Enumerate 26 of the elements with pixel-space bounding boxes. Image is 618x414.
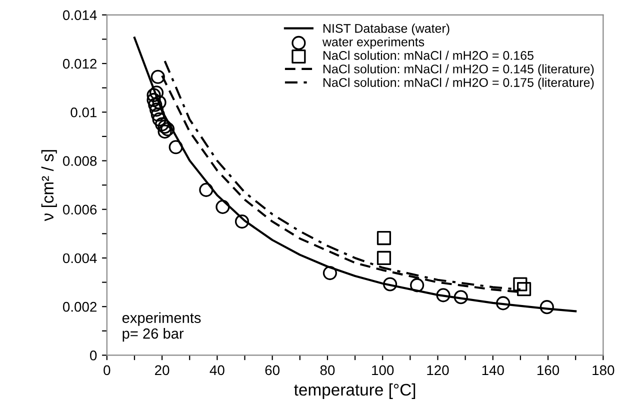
x-tick-label: 20 <box>155 365 170 376</box>
x-tick-label: 100 <box>372 365 394 376</box>
annotation: experiments p= 26 bar <box>122 312 201 342</box>
y-tick-label: 0.014 <box>62 10 97 20</box>
y-tick-label: 0.012 <box>62 58 96 69</box>
x-tick-label: 120 <box>427 365 449 376</box>
legend-label: NaCl solution: mNaCl / mH2O = 0.165 <box>323 50 534 60</box>
x-tick-label: 40 <box>210 365 224 376</box>
x-axis-title: temperature [°C] <box>294 383 416 399</box>
x-tick-label: 140 <box>482 365 504 376</box>
legend-label: NaCl solution: mNaCl / mH2O = 0.175 (literature) <box>323 78 594 90</box>
y-tick-label: 0 <box>90 350 97 360</box>
legend-label: water experiments <box>322 37 424 49</box>
legend-label: NIST Database (water) <box>323 24 450 36</box>
x-tick-label: 160 <box>538 365 560 376</box>
x-tick-label: 80 <box>320 365 335 376</box>
x-tick-label: 60 <box>265 365 280 376</box>
y-tick-label: 0.01 <box>70 107 97 118</box>
y-tick-label: 0.004 <box>62 253 97 264</box>
x-tick-label: 0 <box>104 365 110 376</box>
y-tick-label: 0.008 <box>62 156 97 166</box>
legend-label: NaCl solution: mNaCl / mH2O = 0.145 (literature) <box>323 64 594 76</box>
y-tick-label: 0.006 <box>62 204 97 215</box>
y-axis-title: ν [cm² / s] <box>41 150 57 222</box>
x-tick-label: 180 <box>592 365 614 376</box>
y-tick-label: 0.002 <box>62 302 96 312</box>
